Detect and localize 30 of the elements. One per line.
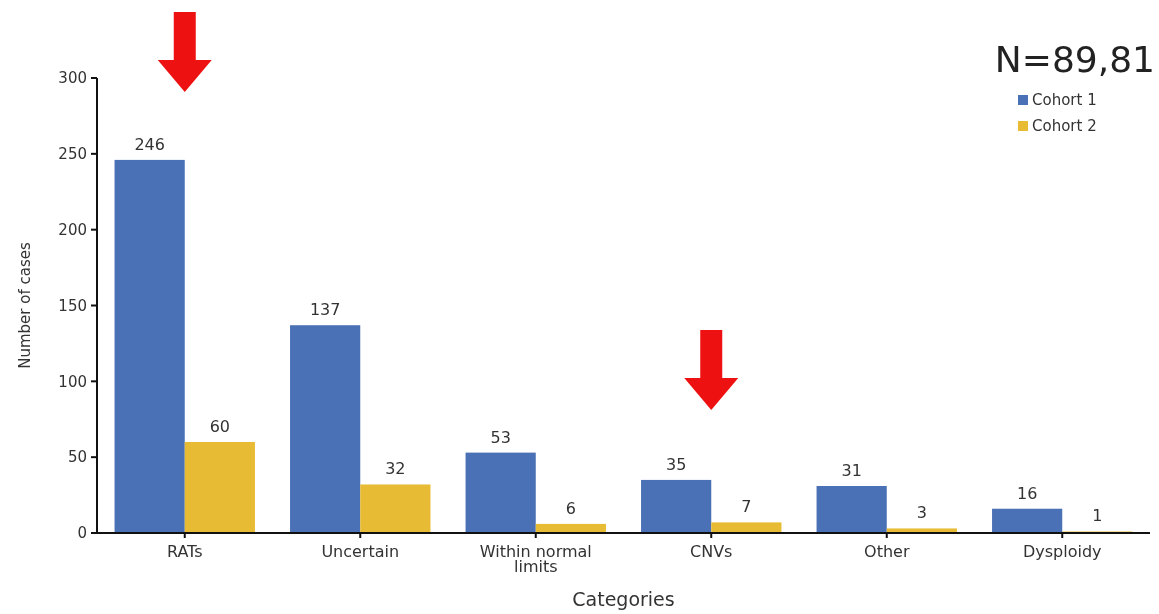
legend-label: Cohort 2 (1032, 117, 1097, 136)
x-tick-label: RATs (166, 542, 203, 561)
data-label: 16 (1016, 483, 1038, 503)
data-label: 6 (565, 498, 576, 518)
y-axis-title: Number of cases (16, 242, 34, 369)
y-tick-label: 200 (58, 220, 87, 239)
data-label: 31 (841, 460, 862, 480)
y-tick-label: 0 (77, 524, 87, 543)
data-label: 35 (665, 454, 687, 474)
y-tick-label: 300 (58, 69, 87, 88)
x-tick-label: Uncertain (321, 542, 400, 561)
x-tick-label: Other (864, 542, 910, 561)
y-tick-label: 100 (58, 372, 87, 391)
y-tick-label: 250 (58, 145, 87, 164)
data-label: 1 (1092, 506, 1103, 526)
data-label: 137 (309, 300, 341, 320)
x-tick-label: Within normal limits (479, 542, 592, 576)
y-tick-label: 50 (67, 448, 87, 467)
data-label: 246 (134, 134, 165, 154)
data-label: 3 (916, 503, 927, 523)
data-label: 7 (741, 497, 752, 517)
x-tick-label: Dysploidy (1022, 542, 1102, 561)
x-axis-title: Categories (572, 588, 675, 610)
data-label: 60 (209, 417, 231, 436)
data-label: 32 (385, 459, 406, 479)
data-label: 53 (490, 427, 511, 447)
annotation: N=89,81 (994, 39, 1155, 80)
legend-label: Cohort 1 (1032, 91, 1097, 110)
x-tick-label: CNVs (690, 542, 733, 561)
y-tick-label: 150 (58, 296, 87, 315)
